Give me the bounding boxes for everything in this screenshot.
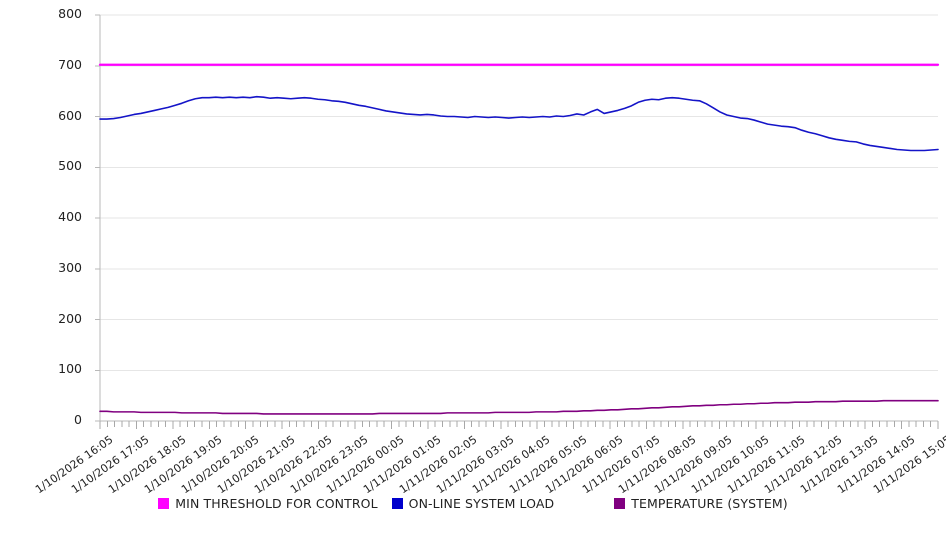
series-line	[99, 95, 939, 152]
legend-color-swatch-icon	[158, 498, 170, 509]
legend-item[interactable]: TEMPERATURE (SYSTEM)	[614, 496, 788, 511]
y-axis-tick-label: 800	[58, 6, 82, 21]
legend-label: ON-LINE SYSTEM LOAD	[408, 496, 555, 511]
y-axis-tick-label: 0	[74, 412, 82, 427]
legend-item[interactable]: MIN THRESHOLD FOR CONTROL	[158, 496, 378, 511]
y-axis-tick-label: 400	[58, 209, 82, 224]
legend-color-swatch-icon	[391, 498, 403, 509]
x-axis-minor-ticks	[99, 421, 939, 429]
y-axis-tick-label: 200	[58, 310, 82, 326]
y-axis-tick-label: 700	[58, 56, 82, 72]
y-axis-tick-label: 100	[58, 361, 82, 377]
gridlines	[100, 14, 938, 422]
chart-legend: MIN THRESHOLD FOR CONTROL ON-LINE SYSTEM …	[0, 496, 946, 511]
series-lines	[98, 63, 940, 415]
y-axis-tick-label: 500	[58, 158, 82, 174]
y-axis-tick-label: 600	[58, 107, 82, 123]
legend-label: TEMPERATURE (SYSTEM)	[631, 496, 788, 511]
legend-label: MIN THRESHOLD FOR CONTROL	[175, 496, 378, 511]
y-axis-tick-label: 300	[58, 259, 82, 275]
y-axis-ticks	[95, 14, 100, 422]
series-line	[99, 399, 939, 415]
legend-item[interactable]: ON-LINE SYSTEM LOAD	[391, 496, 555, 511]
legend-color-swatch-icon	[614, 498, 626, 509]
plot-area	[95, 14, 940, 429]
line-chart: 800 700 600 500 400 300 200 100 0 1/10/2026 16:0…	[0, 6, 946, 511]
